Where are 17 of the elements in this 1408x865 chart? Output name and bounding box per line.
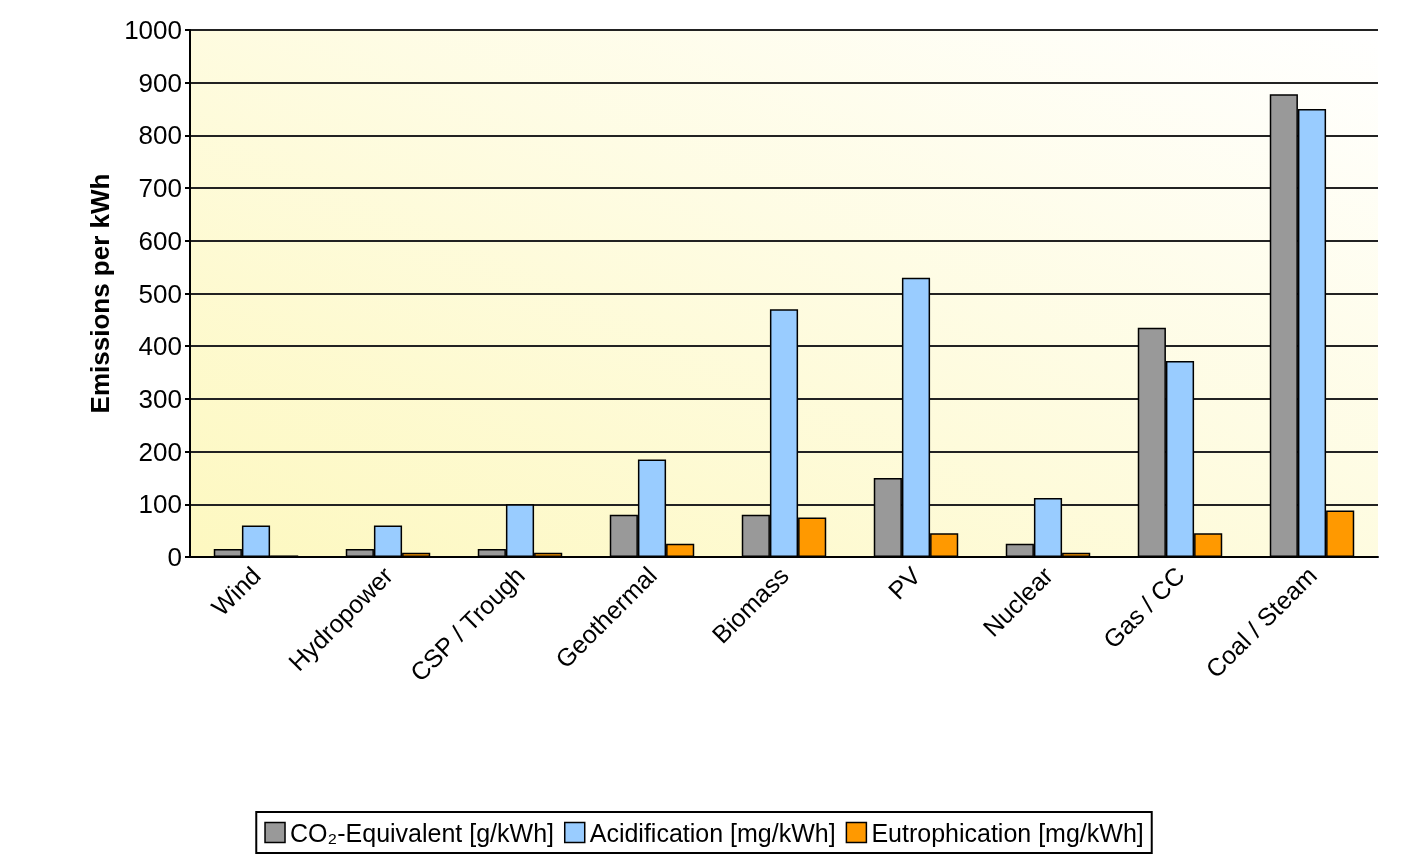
y-tick-label: 400 [138, 331, 182, 362]
y-tick-label: 300 [138, 383, 182, 414]
y-tick-label: 200 [138, 436, 182, 467]
y-tick-label: 600 [138, 225, 182, 256]
y-tick-label: 500 [138, 278, 182, 309]
legend-label: CO₂-Equivalent [g/kWh] [290, 818, 554, 847]
y-tick-label: 0 [167, 542, 182, 572]
y-tick-label: 900 [138, 67, 182, 98]
x-tick-label: PV [882, 560, 927, 605]
y-tick-label: 800 [138, 120, 182, 151]
legend-label: Eutrophication [mg/kWh] [871, 818, 1144, 847]
x-tick-label: Gas / CC [1097, 561, 1190, 654]
legend-label: Acidification [mg/kWh] [589, 818, 836, 847]
y-tick-label: 100 [138, 489, 182, 520]
y-tick-label: 1000 [124, 15, 182, 45]
y-axis-title: Emissions per kWh [85, 173, 116, 414]
y-tick-label: 700 [138, 173, 182, 204]
